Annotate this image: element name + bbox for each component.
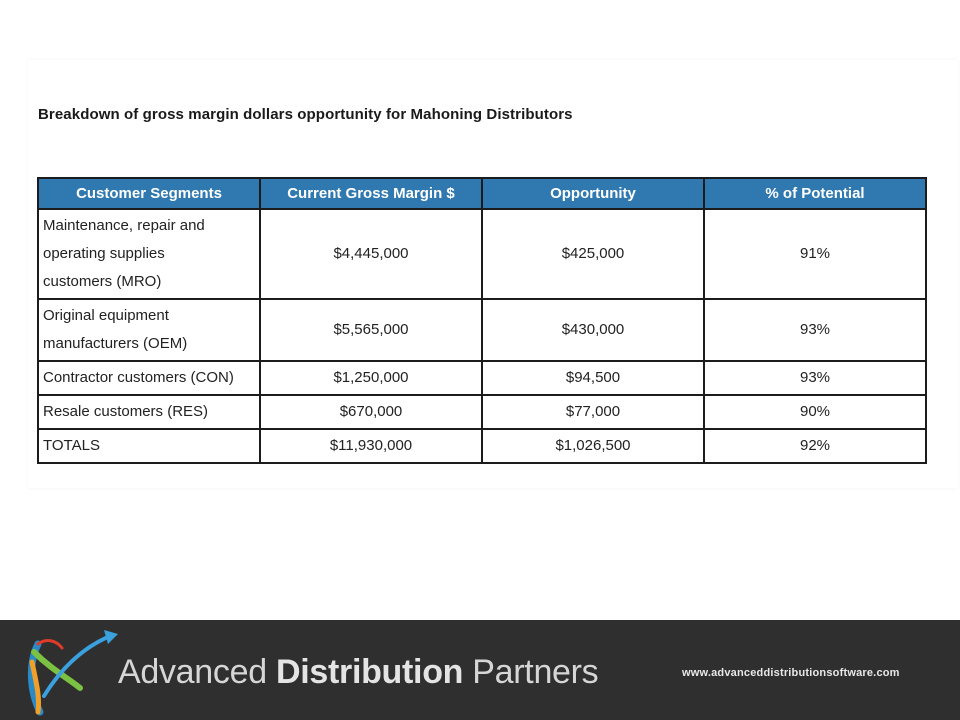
table-title: Breakdown of gross margin dollars opport… — [38, 106, 573, 123]
margin-cell: $11,930,000 — [259, 428, 483, 464]
footer-bar: Advanced Distribution Partners www.advan… — [0, 620, 960, 720]
header-customer-segments: Customer Segments — [37, 177, 261, 210]
header-opportunity: Opportunity — [481, 177, 705, 210]
potential-cell: 90% — [703, 394, 927, 430]
header-current-gross-margin: Current Gross Margin $ — [259, 177, 483, 210]
opportunity-cell: $425,000 — [481, 208, 705, 300]
opportunity-cell: $430,000 — [481, 298, 705, 362]
stylized-arrow-swoosh-logo-icon — [27, 630, 118, 716]
brand-prefix: Advanced — [118, 653, 276, 691]
opportunity-cell: $1,026,500 — [481, 428, 705, 464]
potential-cell: 91% — [703, 208, 927, 300]
brand-suffix: Partners — [463, 653, 599, 691]
table-row: Original equipment manufacturers (OEM) $… — [37, 298, 927, 362]
segment-line: operating supplies — [43, 245, 165, 262]
potential-cell: 93% — [703, 298, 927, 362]
segment-cell: Contractor customers (CON) — [37, 360, 261, 396]
table-row-totals: TOTALS $11,930,000 $1,026,500 92% — [37, 428, 927, 464]
table-header-row: Customer Segments Current Gross Margin $… — [37, 177, 927, 210]
potential-cell: 93% — [703, 360, 927, 396]
table-row: Maintenance, repair and operating suppli… — [37, 208, 927, 300]
table-row: Contractor customers (CON) $1,250,000 $9… — [37, 360, 927, 396]
margin-cell: $4,445,000 — [259, 208, 483, 300]
website-url: www.advanceddistributionsoftware.com — [682, 667, 900, 679]
brand-name: Advanced Distribution Partners — [118, 653, 599, 692]
header-percent-of-potential: % of Potential — [703, 177, 927, 210]
opportunity-cell: $77,000 — [481, 394, 705, 430]
segment-cell: Maintenance, repair and operating suppli… — [37, 208, 261, 300]
segment-cell: Resale customers (RES) — [37, 394, 261, 430]
segment-line: Original equipment — [43, 307, 169, 324]
segment-cell: Original equipment manufacturers (OEM) — [37, 298, 261, 362]
opportunity-cell: $94,500 — [481, 360, 705, 396]
gross-margin-table: Customer Segments Current Gross Margin $… — [37, 177, 927, 464]
segment-cell: TOTALS — [37, 428, 261, 464]
brand-bold: Distribution — [275, 653, 464, 691]
table-row: Resale customers (RES) $670,000 $77,000 … — [37, 394, 927, 430]
margin-cell: $1,250,000 — [259, 360, 483, 396]
segment-line: Maintenance, repair and — [43, 217, 205, 234]
segment-line: manufacturers (OEM) — [43, 335, 188, 352]
margin-cell: $670,000 — [259, 394, 483, 430]
margin-cell: $5,565,000 — [259, 298, 483, 362]
segment-line: customers (MRO) — [43, 273, 162, 290]
potential-cell: 92% — [703, 428, 927, 464]
